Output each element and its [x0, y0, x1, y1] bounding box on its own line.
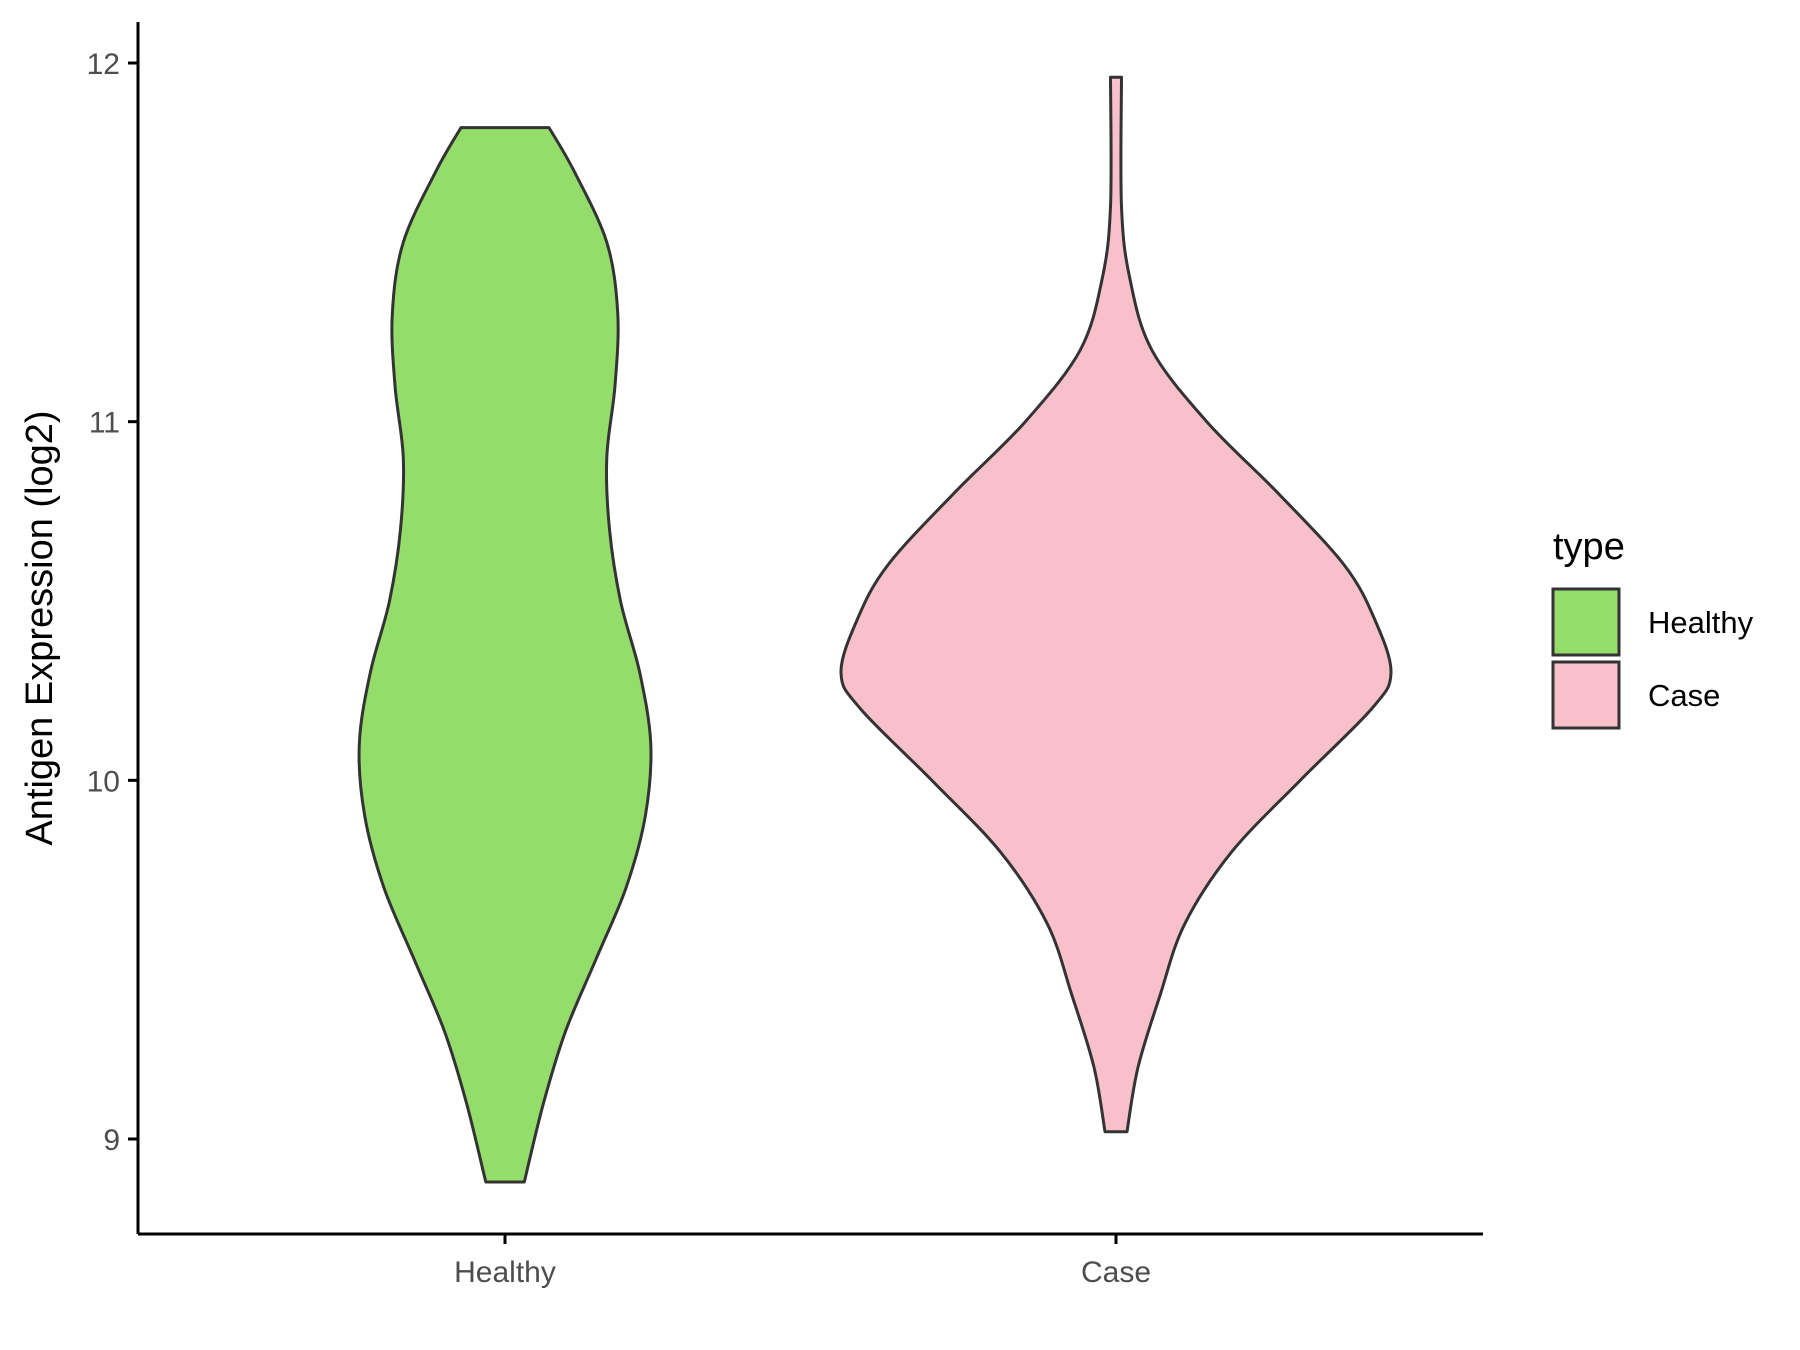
legend-entries: Healthy Case — [1551, 587, 1754, 730]
violin-case — [839, 75, 1393, 1134]
y-tick-label: 10 — [87, 765, 120, 798]
y-axis-title: Antigen Expression (log2) — [19, 410, 61, 845]
violins-layer — [357, 75, 1393, 1184]
legend-title: type — [1553, 526, 1625, 568]
x-tick-label: Healthy — [454, 1256, 556, 1289]
legend-swatch-case — [1551, 660, 1621, 730]
y-ticks: 9 10 11 12 — [87, 48, 138, 1157]
x-ticks: Healthy Case — [454, 1234, 1151, 1289]
legend: type Healthy Case — [1551, 526, 1754, 730]
legend-swatch-healthy — [1551, 587, 1621, 657]
legend-label-healthy: Healthy — [1648, 605, 1754, 640]
y-tick-label: 11 — [89, 407, 120, 440]
violin-healthy — [357, 126, 653, 1184]
x-tick-label: Case — [1081, 1256, 1151, 1289]
y-tick-label: 9 — [103, 1124, 120, 1157]
axes-layer — [136, 22, 1483, 1236]
legend-label-case: Case — [1648, 678, 1720, 713]
y-tick-label: 12 — [87, 48, 120, 81]
